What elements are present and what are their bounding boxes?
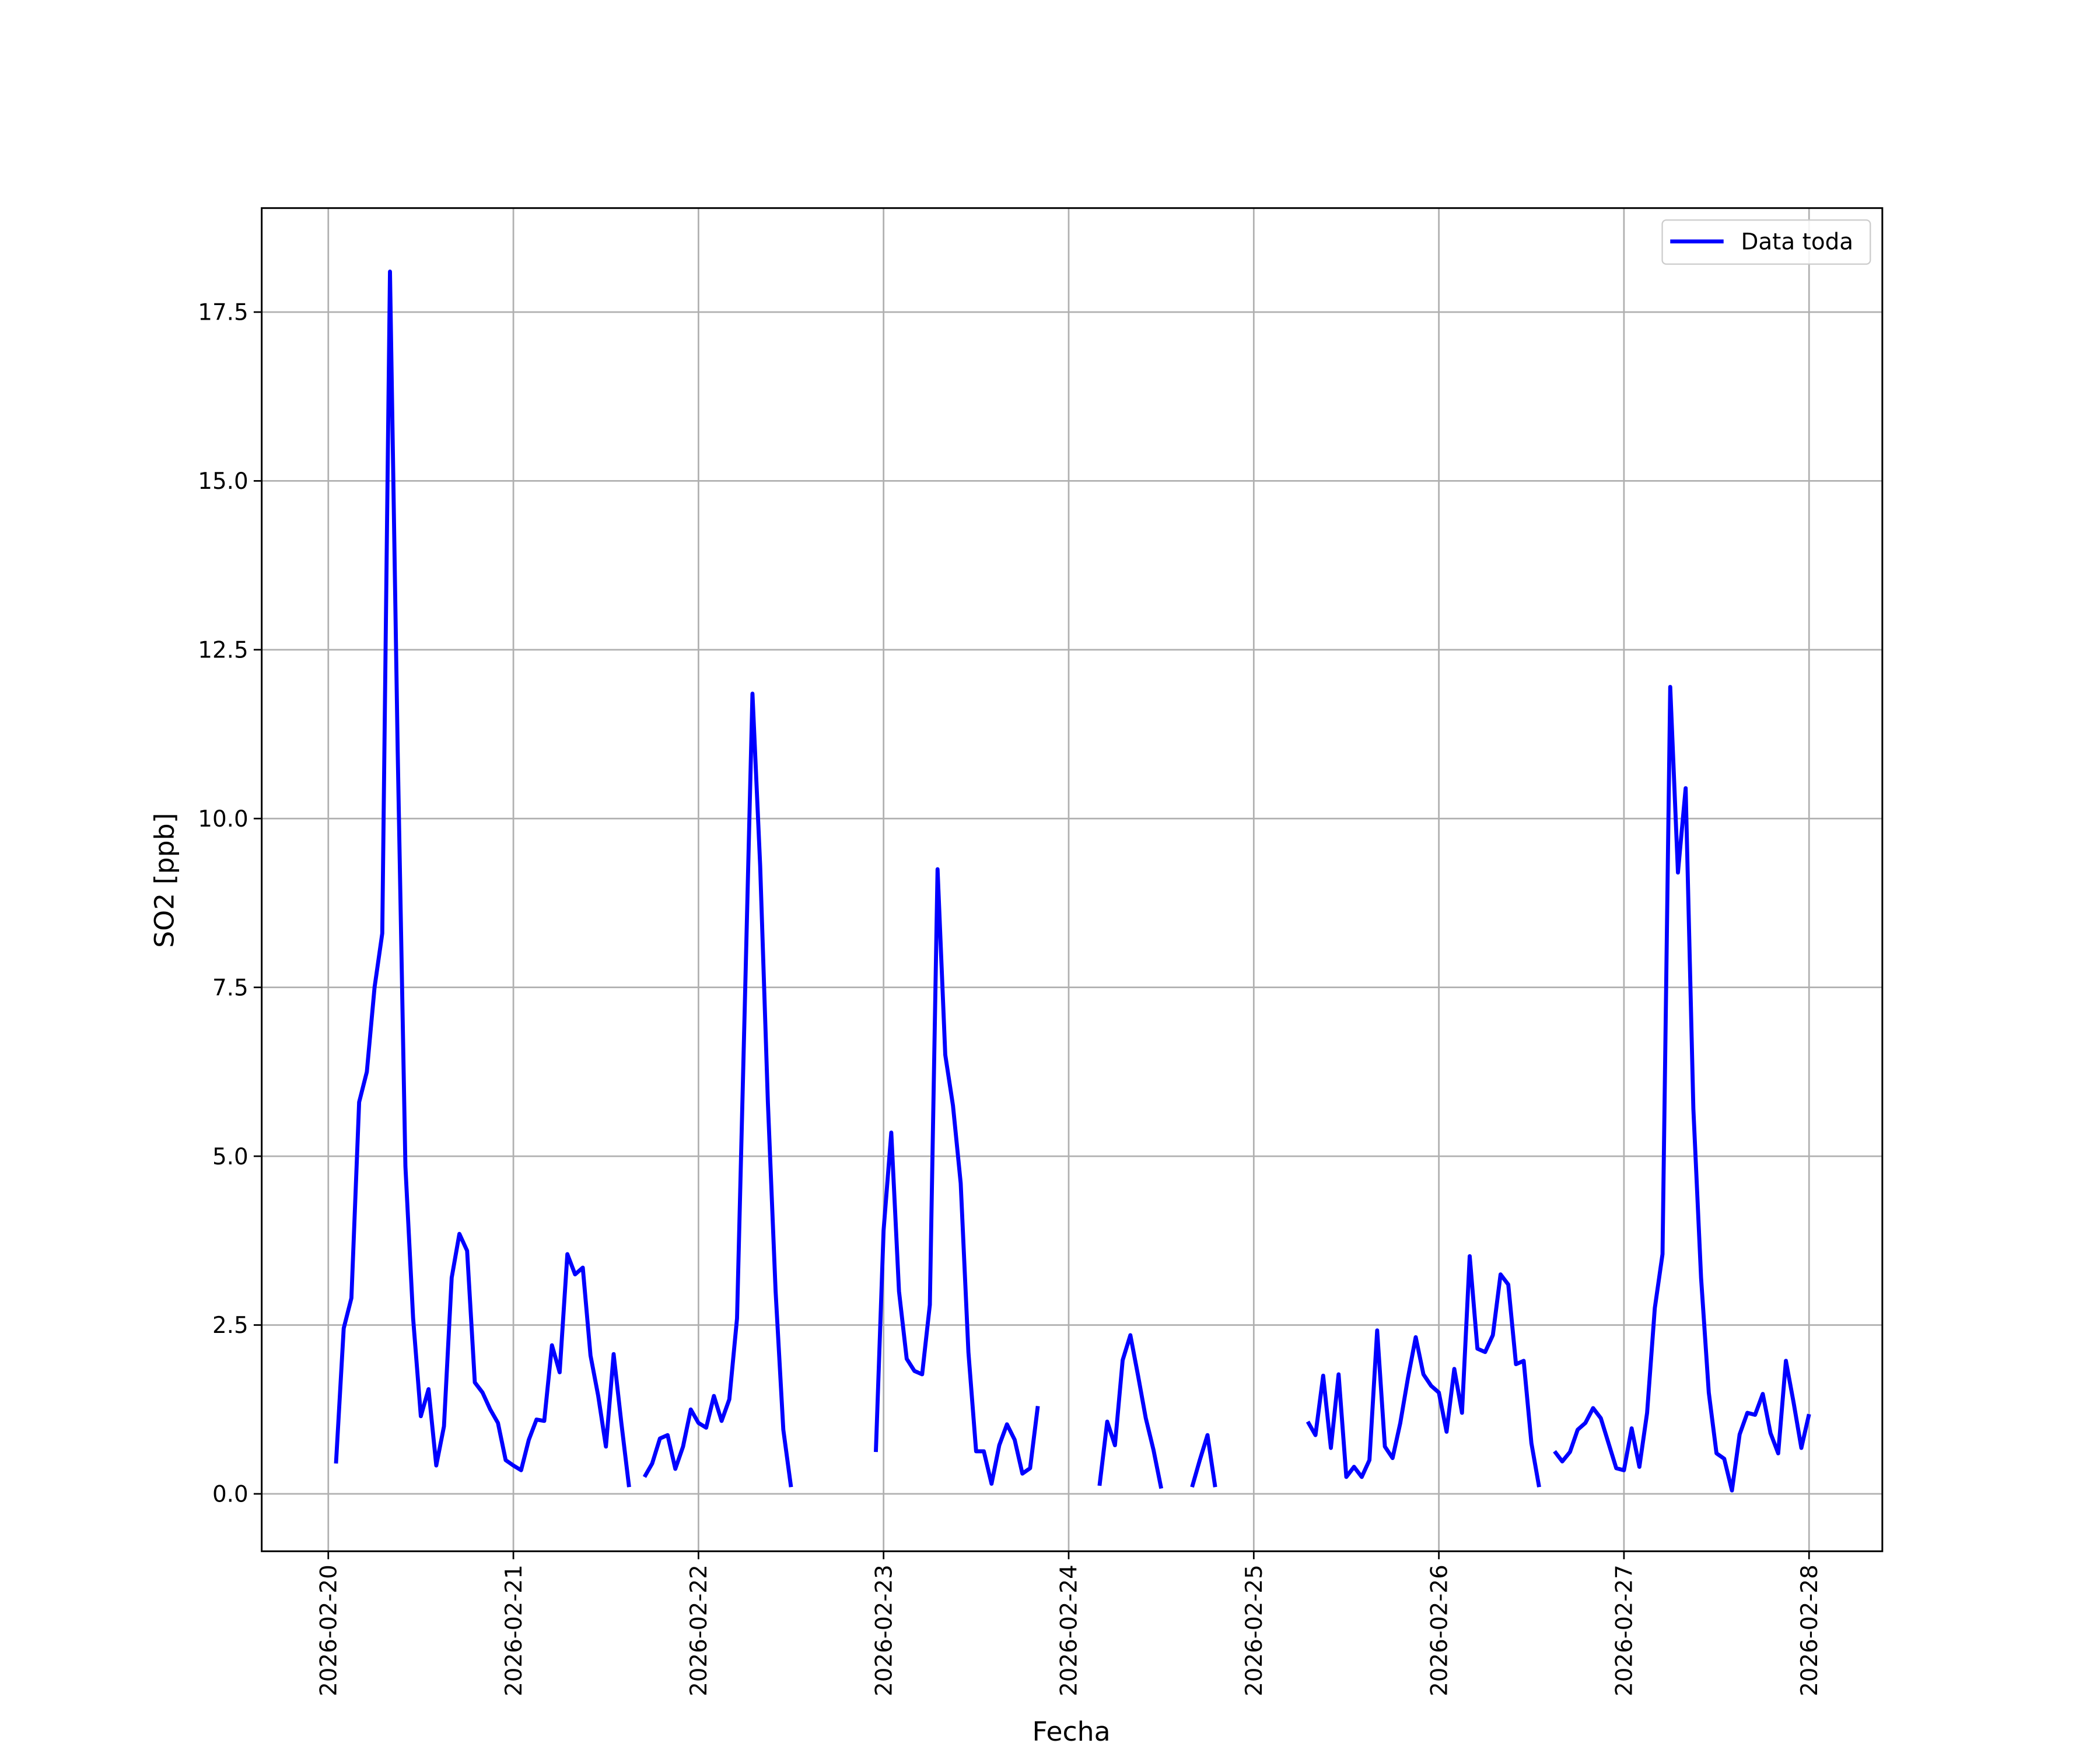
x-axis-label: Fecha [1032, 1716, 1111, 1747]
plot-lines [334, 270, 1811, 1493]
y-axis-label: SO2 [ppb] [149, 813, 180, 947]
x-tick-label: 2026-02-20 [316, 1564, 342, 1696]
x-tick-label: 2026-02-28 [1797, 1564, 1823, 1696]
ticks: 0.0 2.5 5.0 7.5 10.0 12.5 15.0 17.5 2026-02-20 20… [198, 300, 1823, 1696]
y-tick-label: 0.0 [212, 1482, 249, 1508]
grid [261, 208, 1882, 1552]
y-tick-label: 2.5 [212, 1312, 249, 1339]
legend: Data toda [1661, 219, 1871, 265]
x-tick-label: 2026-02-21 [501, 1564, 527, 1696]
plot-frame [261, 207, 1884, 1552]
y-tick-label: 15.0 [198, 468, 249, 495]
legend-box [1661, 219, 1871, 265]
legend-label: Data toda [1741, 229, 1853, 256]
y-tick-label: 12.5 [198, 638, 249, 664]
y-tick-label: 7.5 [212, 975, 249, 1001]
x-tick-label: 2026-02-26 [1426, 1564, 1452, 1696]
y-tick-label: 10.0 [198, 806, 249, 832]
x-tick-label: 2026-02-25 [1241, 1564, 1268, 1696]
x-tick-label: 2026-02-27 [1612, 1564, 1638, 1696]
x-tick-label: 2026-02-24 [1056, 1564, 1083, 1696]
x-tick-label: 2026-02-22 [686, 1564, 712, 1696]
data-line [334, 270, 1811, 1493]
y-tick-label: 17.5 [198, 300, 249, 326]
y-tick-label: 5.0 [212, 1144, 249, 1170]
x-tick-label: 2026-02-23 [871, 1564, 897, 1696]
